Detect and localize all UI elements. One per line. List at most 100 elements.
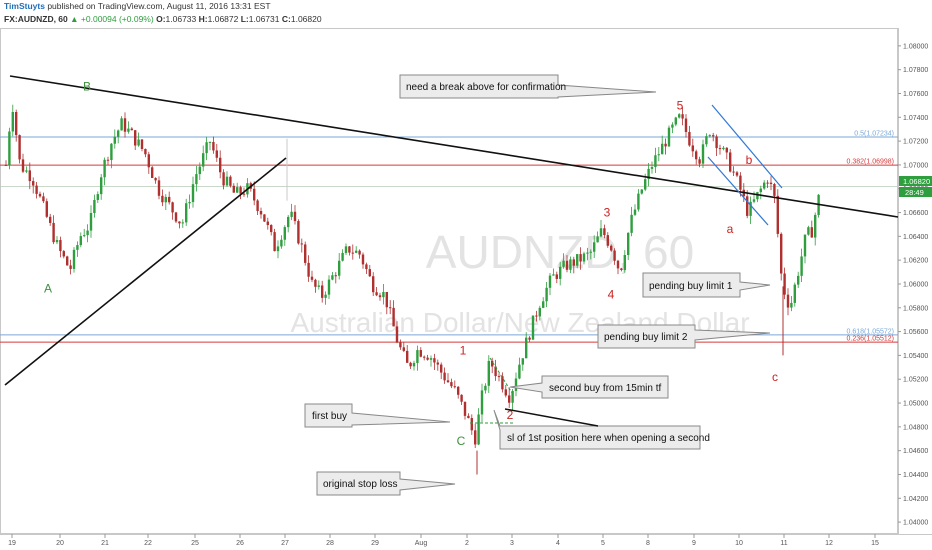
candle-body [198, 166, 201, 175]
open-value: 1.06733 [165, 14, 197, 24]
callout-confirmation[interactable]: need a break above for confirmation [399, 74, 657, 99]
candle-body [633, 209, 637, 215]
candle-body [229, 176, 232, 186]
candle-body [382, 291, 385, 298]
author-name[interactable]: TimStuyts [4, 1, 45, 11]
candle-body [756, 192, 759, 200]
candle-body [531, 315, 535, 340]
candle-body [661, 143, 664, 155]
candle-body [746, 196, 749, 216]
candle-body [15, 112, 18, 136]
candle-body [739, 175, 742, 190]
callout-original-stop[interactable]: original stop loss [316, 471, 456, 496]
candle-body [212, 141, 215, 151]
candle-body [511, 391, 514, 403]
candle-body [355, 250, 358, 253]
candle-body [79, 236, 82, 246]
low-label: L: [240, 14, 249, 24]
y-tick-label: 1.06600 [903, 210, 928, 217]
candle-body [552, 274, 555, 276]
candle-body [596, 236, 599, 243]
countdown-text: 28:49 [905, 188, 924, 197]
descending-trendline[interactable] [9, 75, 899, 218]
candle-body [117, 130, 120, 137]
y-tick-label: 1.05600 [903, 329, 928, 336]
candle-body [202, 153, 205, 167]
candle-body [572, 259, 575, 266]
y-tick-label: 1.04000 [903, 520, 928, 527]
candle-body [752, 199, 756, 202]
wave-label-C: C [457, 434, 466, 448]
y-tick-label: 1.04800 [903, 424, 928, 431]
candle-body [32, 181, 35, 186]
candle-body [650, 166, 654, 169]
candle-body [487, 360, 490, 386]
ascending-trendline[interactable] [4, 157, 287, 386]
wave-label-4: 4 [608, 288, 615, 302]
candle-body [161, 195, 164, 203]
x-tick-label: 28 [326, 540, 334, 547]
channel-lower-line[interactable] [707, 156, 769, 226]
wave-label-3: 3 [604, 206, 611, 220]
callout-second-buy[interactable]: second buy from 15min tf [509, 375, 669, 399]
candle-body [62, 251, 65, 257]
callout-buy-limit-2-text: pending buy limit 2 [604, 332, 688, 343]
candle-body [508, 395, 511, 403]
candle-body [497, 376, 501, 378]
open-label: O: [156, 14, 166, 24]
candle-body [402, 347, 405, 351]
candle-body [565, 260, 569, 270]
callout-stop-loss-move[interactable]: sl of 1st position here when opening a s… [493, 409, 710, 450]
candle-body [542, 301, 545, 308]
candle-body [174, 212, 178, 222]
candle-body [460, 394, 463, 402]
y-tick-label: 1.05400 [903, 353, 928, 360]
candle-body [28, 170, 31, 182]
callout-second-buy-text: second buy from 15min tf [549, 383, 661, 394]
candle-body [120, 118, 123, 131]
candle-body [759, 188, 762, 193]
candle-body [800, 256, 803, 276]
candle-body [562, 260, 565, 267]
y-tick-label: 1.08000 [903, 43, 928, 50]
candle-body [55, 240, 59, 243]
callout-buy-limit-1[interactable]: pending buy limit 1 [642, 272, 771, 298]
callout-first-buy-text: first buy [312, 411, 347, 422]
candle-body [171, 202, 174, 213]
candle-body [310, 276, 314, 280]
high-label: H: [198, 14, 208, 24]
candle-body [569, 259, 572, 270]
candle-body [457, 386, 460, 395]
candle-body [620, 268, 623, 271]
y-tick-label: 1.04600 [903, 448, 928, 455]
callout-first-buy[interactable]: first buy [304, 403, 451, 428]
y-tick-label: 1.06200 [903, 258, 928, 265]
candle-body [555, 274, 558, 279]
candle-body [300, 243, 303, 245]
callout-buy-limit-2[interactable]: pending buy limit 2 [597, 324, 771, 349]
candle-body [627, 232, 630, 256]
x-tick-label: 3 [510, 540, 514, 547]
candle-body [786, 294, 790, 308]
candle-body [671, 124, 674, 128]
candle-body [637, 193, 640, 210]
candle-body [484, 385, 487, 391]
candle-body [477, 414, 480, 445]
candle-body [419, 350, 422, 357]
publish-header: TimStuyts published on TradingView.com, … [4, 1, 271, 11]
candle-body [603, 228, 606, 236]
candle-body [21, 159, 25, 172]
candle-body [429, 358, 433, 360]
candle-body [576, 254, 579, 266]
candle-body [144, 148, 147, 155]
channel-upper-line[interactable] [711, 104, 783, 189]
candle-body [338, 260, 341, 276]
candle-body [96, 194, 99, 200]
candle-body [86, 230, 89, 236]
candle-body [365, 264, 368, 270]
candle-body [773, 184, 776, 196]
candle-body [89, 212, 93, 231]
candle-body [729, 152, 732, 172]
candle-body [232, 185, 235, 193]
